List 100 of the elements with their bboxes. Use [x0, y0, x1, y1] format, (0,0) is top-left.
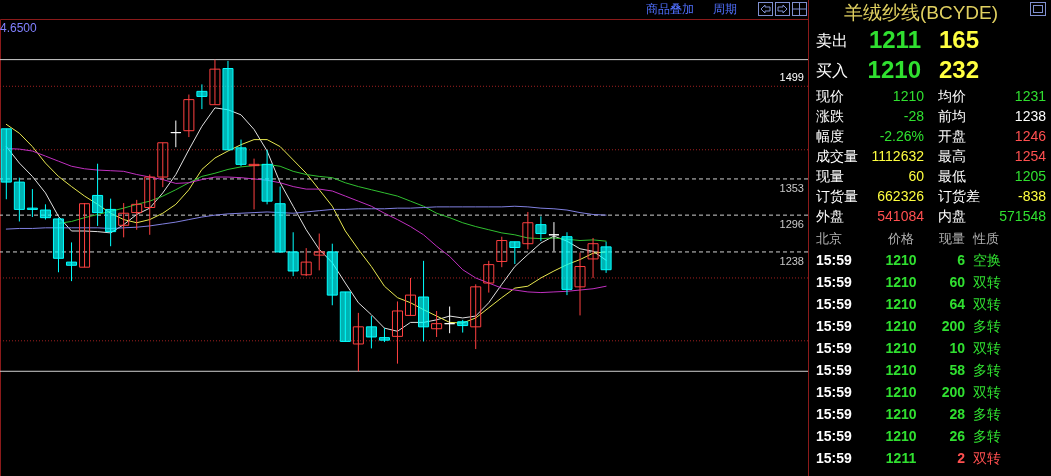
candlestick: [535, 215, 547, 242]
text: 6: [957, 252, 966, 268]
text: 1210: [892, 88, 925, 104]
text: 多转: [973, 362, 1001, 378]
candlestick: [144, 174, 156, 236]
text: 26: [949, 428, 966, 444]
text: -2.26%: [879, 128, 924, 144]
text: 卖出: [816, 32, 848, 49]
candlestick: [509, 241, 521, 265]
text: 1210: [885, 384, 917, 400]
text: 1210: [885, 318, 917, 334]
candlestick: [365, 315, 377, 349]
candlestick: [105, 198, 117, 247]
text: 10: [949, 340, 966, 356]
text: 开盘: [938, 128, 966, 144]
text: 现价: [816, 88, 844, 104]
text: 涨跌: [816, 108, 844, 124]
text: 多转: [973, 406, 1001, 422]
text: 541084: [877, 208, 925, 224]
text: 最低: [938, 168, 966, 184]
text: 最高: [938, 148, 966, 164]
text: 内盘: [938, 208, 966, 224]
candlestick: [444, 306, 456, 334]
text: 买入: [816, 62, 848, 79]
candlestick: [405, 277, 417, 317]
text: 58: [949, 362, 966, 378]
text: 15:59: [816, 274, 853, 290]
text: 15:59: [816, 450, 853, 466]
text: 现量: [939, 231, 965, 246]
text: 15:59: [816, 428, 853, 444]
text: 1211: [868, 26, 921, 53]
candlestick: [391, 300, 403, 365]
text: 15:59: [816, 252, 853, 268]
candlestick: [131, 199, 143, 231]
ref-line-label: 1353: [779, 181, 804, 194]
text: 性质: [972, 231, 999, 246]
text: 羊绒纱线(BCYDE): [843, 2, 999, 23]
candlestick: [522, 211, 534, 250]
candlestick: [183, 94, 195, 138]
text: 商品叠加: [646, 2, 694, 16]
text: 1238: [1014, 108, 1047, 124]
candlestick: [209, 59, 221, 106]
annotation: 4.6500: [0, 21, 38, 35]
candlestick: [170, 120, 182, 148]
text: 60: [908, 168, 925, 184]
text: 前均: [938, 108, 966, 124]
text: 1231: [1014, 88, 1047, 104]
text: 15:59: [816, 406, 853, 422]
text: 均价: [937, 88, 966, 104]
candlestick: [470, 283, 482, 350]
candlestick: [313, 233, 325, 271]
candlestick: [300, 247, 312, 277]
text: 价格: [887, 231, 914, 246]
candlestick: [496, 236, 508, 268]
candlestick: [248, 158, 260, 210]
text: 双转: [973, 340, 1001, 356]
candlestick: [26, 188, 38, 218]
text: 662326: [877, 188, 925, 204]
text: 订货量: [816, 188, 858, 204]
text: 周期: [713, 2, 737, 16]
text: 1205: [1014, 168, 1047, 184]
text: 空换: [973, 252, 1001, 268]
ref-line-label: 1238: [779, 254, 804, 267]
text: 1210: [867, 56, 921, 83]
text: 1246: [1014, 128, 1047, 144]
text: 200: [941, 384, 966, 400]
text: 北京: [816, 231, 842, 246]
candlestick: [92, 163, 104, 227]
ref-line-label: 1296: [779, 218, 804, 231]
text: 60: [949, 274, 966, 290]
text: 64: [949, 296, 966, 312]
candlestick: [196, 83, 208, 110]
candlestick: [600, 241, 612, 274]
text: 双转: [973, 296, 1001, 312]
text: 1211: [885, 450, 917, 466]
text: 571548: [999, 208, 1047, 224]
text: 1210: [885, 274, 917, 290]
text: 232: [939, 56, 980, 83]
candlestick: [483, 260, 495, 294]
text: 双转: [973, 384, 1001, 400]
text: 15:59: [816, 362, 853, 378]
text: 15:59: [816, 340, 853, 356]
text: 双转: [973, 274, 1001, 290]
candlestick: [118, 202, 130, 238]
text: 1210: [885, 362, 917, 378]
candlestick: [287, 231, 299, 277]
candlestick: [587, 237, 599, 279]
candlestick: [66, 241, 78, 282]
text: 1210: [885, 340, 917, 356]
text: 幅度: [816, 128, 844, 144]
text: 双转: [973, 450, 1001, 466]
text: 15:59: [816, 296, 853, 312]
text: 订货差: [938, 188, 980, 204]
text: 多转: [973, 428, 1001, 444]
text: 1210: [885, 296, 917, 312]
candlestick: [157, 142, 169, 188]
text: 外盘: [816, 208, 844, 224]
ref-line-label: 1499: [779, 71, 804, 84]
text: 多转: [973, 318, 1001, 334]
text: 28: [949, 406, 966, 422]
